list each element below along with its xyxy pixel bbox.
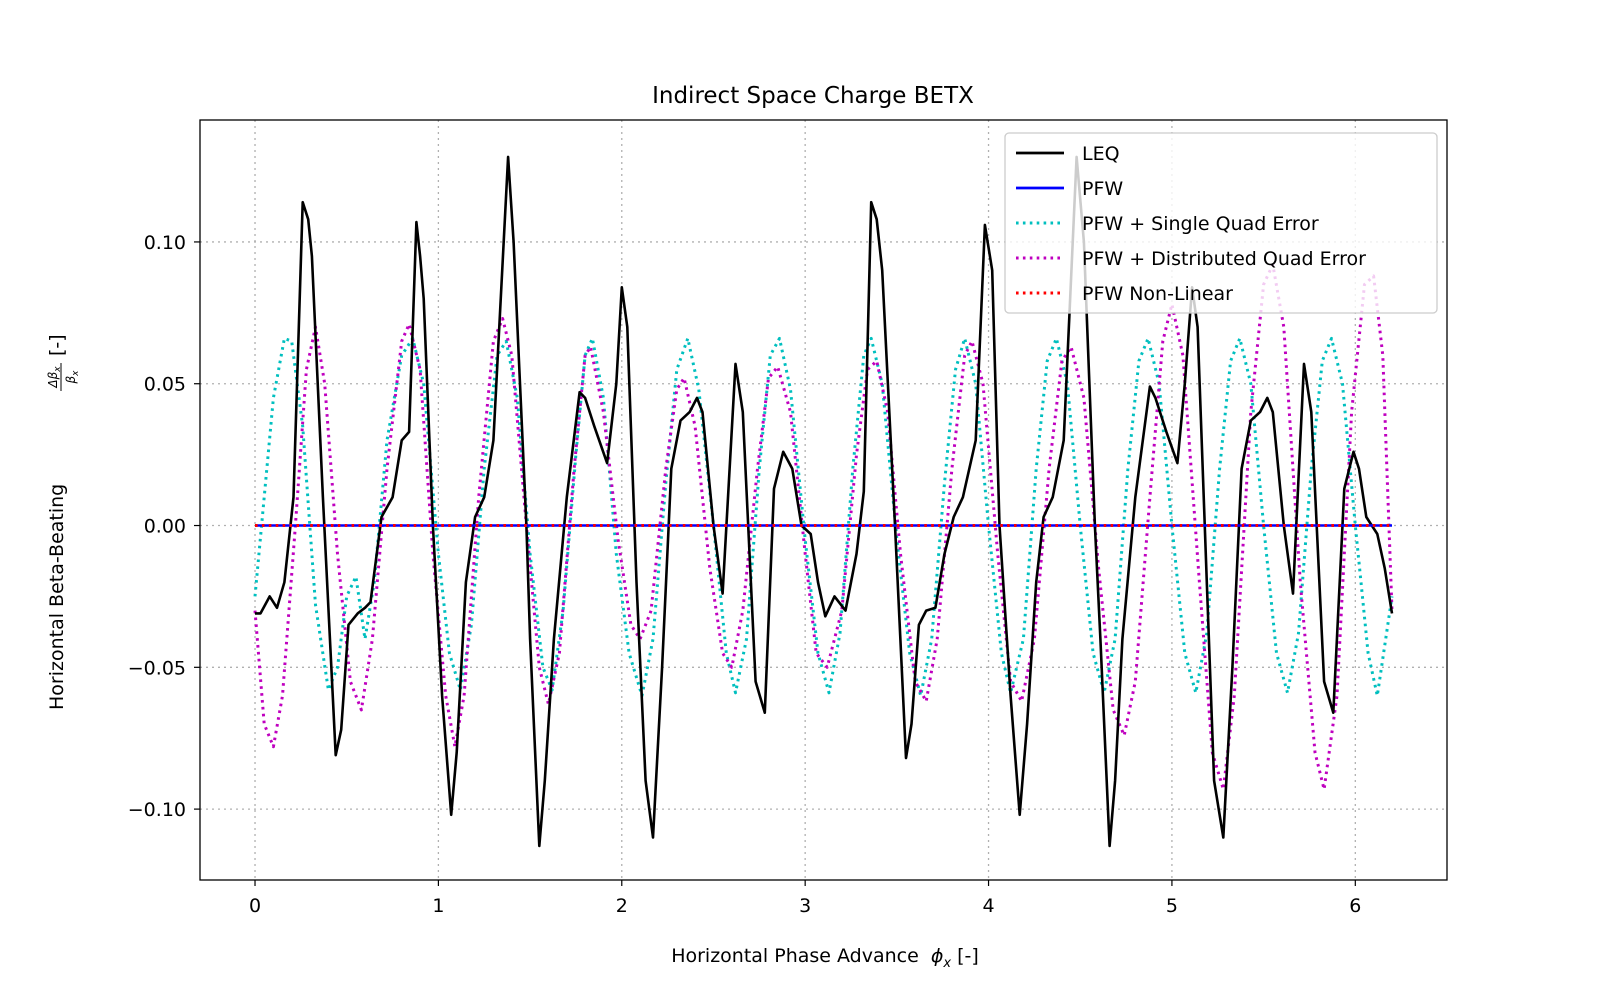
legend-box — [1004, 132, 1438, 314]
x-tick-label: 6 — [1349, 895, 1361, 917]
tick-group: 0 1 2 3 4 5 6 −0.10 −0.05 0.00 0.05 0.10 — [128, 232, 1362, 917]
series-line-pfw-single-quad-error — [253, 336, 1394, 698]
legend: LEQ PFW PFW + Single Quad Error PFW + Distr… — [1004, 132, 1438, 314]
y-tick-label: 0.00 — [144, 516, 186, 538]
y-axis-label-fraction-den: βx — [64, 370, 81, 385]
x-axis-label-symbol: ϕ — [931, 945, 944, 967]
series-line-pfw-distributed-quad-error — [253, 263, 1394, 791]
legend-label: PFW Non-Linear — [1082, 283, 1233, 305]
x-tick-label: 1 — [432, 895, 444, 917]
series-line-leq — [255, 155, 1394, 848]
y-axis-label-unit: [-] — [46, 334, 68, 356]
chart-title: Indirect Space Charge BETX — [652, 83, 974, 109]
y-axis-label-fraction-num: Δβx — [46, 366, 63, 389]
x-axis-label-text: Horizontal Phase Advance — [671, 945, 919, 967]
legend-label: LEQ — [1082, 143, 1120, 165]
x-tick-label: 3 — [799, 895, 811, 917]
y-axis-label-text: Horizontal Beta-Beating — [46, 484, 68, 710]
x-tick-label: 5 — [1166, 895, 1178, 917]
y-tick-label: 0.05 — [144, 374, 186, 396]
x-tick-label: 0 — [249, 895, 261, 917]
y-tick-label: 0.10 — [144, 232, 186, 254]
x-tick-label: 2 — [616, 895, 628, 917]
y-tick-label: −0.05 — [128, 657, 186, 679]
x-tick-label: 4 — [982, 895, 994, 917]
x-axis-label: Horizontal Phase Advance ϕx [-] — [671, 945, 979, 971]
y-tick-label: −0.10 — [128, 799, 186, 821]
legend-label: PFW + Distributed Quad Error — [1082, 248, 1366, 270]
series-group — [253, 155, 1394, 848]
x-axis-label-unit: [-] — [957, 945, 979, 967]
legend-label: PFW — [1082, 178, 1123, 200]
x-axis-label-subscript: x — [942, 956, 951, 971]
legend-label: PFW + Single Quad Error — [1082, 213, 1319, 235]
plot-frame — [199, 119, 1448, 881]
y-axis-label: Horizontal Beta-Beating Δβx βx [-] — [46, 334, 81, 710]
